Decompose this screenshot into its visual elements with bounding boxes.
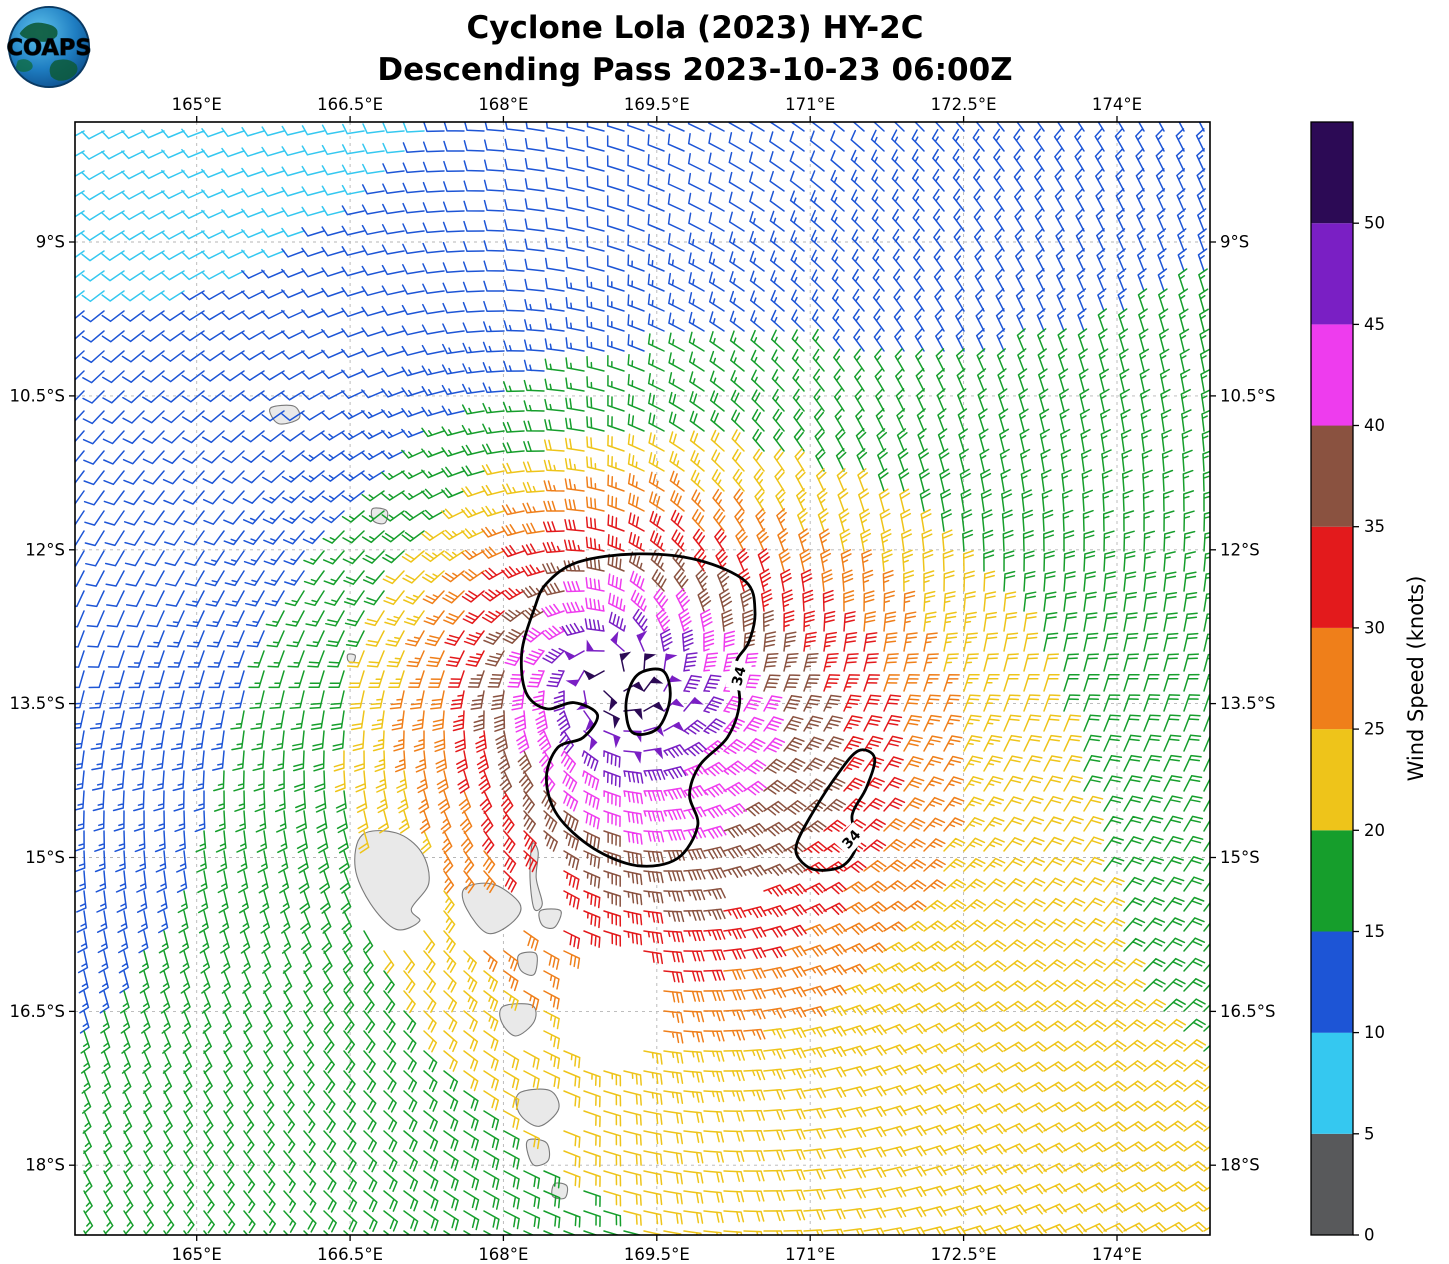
- colorbar-segment: [1311, 1133, 1353, 1235]
- contour-34kt: [794, 748, 877, 872]
- lon-tick-label-bottom: 166.5°E: [317, 1245, 383, 1264]
- lat-tick-label-left: 15°S: [25, 848, 65, 867]
- island: [551, 1182, 569, 1200]
- colorbar-segment: [1311, 122, 1353, 224]
- colorbar-segment: [1311, 1032, 1353, 1134]
- wind-barbs-speed-class: [75, 122, 425, 303]
- coaps-logo: COAPS: [6, 5, 92, 89]
- colorbar-tick-label: 30: [1364, 618, 1385, 637]
- colorbar-tick-label: 15: [1364, 922, 1385, 941]
- lon-tick-label-bottom: 172.5°E: [931, 1245, 997, 1264]
- contour-label-text: 34: [729, 664, 750, 687]
- colorbar-segment: [1311, 425, 1353, 527]
- contour-label: 34: [725, 659, 752, 693]
- contour-34kt: [624, 667, 672, 736]
- axes: 165°E 165°E 166.5°E 166.5°E 168°E 168°E 169.5°…: [10, 95, 1276, 1264]
- wind-barbs-speed-class: [588, 653, 660, 720]
- lat-tick-label-left: 9°S: [36, 233, 65, 252]
- wind-barbs-speed-class: [467, 548, 846, 923]
- lat-tick-label-right: 15°S: [1220, 848, 1260, 867]
- wind-barbs-speed-class: [80, 268, 1210, 1235]
- chart-subtitle: Descending Pass 2023-10-23 06:00Z: [377, 52, 1013, 88]
- gridlines: [75, 122, 1210, 1235]
- colorbar-segment: [1311, 729, 1353, 831]
- colorbar-segment: [1311, 830, 1353, 932]
- wind-barbs-speed-class: [389, 470, 965, 1044]
- island: [517, 951, 538, 976]
- island: [525, 1138, 551, 1167]
- island: [354, 830, 430, 931]
- island: [515, 1088, 560, 1127]
- lat-tick-label-right: 12°S: [1220, 540, 1260, 559]
- lat-tick-label-right: 10.5°S: [1220, 386, 1275, 405]
- colorbar-tick-label: 35: [1364, 517, 1385, 536]
- lon-tick-label-bottom: 168°E: [478, 1245, 528, 1264]
- wind-barbs-speed-class: [444, 509, 906, 984]
- island: [461, 882, 522, 935]
- colorbar-tick-label: 0: [1364, 1226, 1375, 1245]
- colorbar-tick-label: 5: [1364, 1124, 1375, 1143]
- colorbar: 0 5 10 15 20 25 30 35 40 45 50 Wind Speed (knots): [1310, 121, 1428, 1245]
- lon-tick-label-top: 165°E: [172, 95, 222, 114]
- colorbar-tick-label: 40: [1364, 416, 1385, 435]
- contour-34kt: [519, 552, 757, 868]
- globe-land-south: [49, 59, 78, 81]
- colorbar-tick-label: 20: [1364, 821, 1385, 840]
- land-islands: [269, 404, 569, 1200]
- contour-label-box: [725, 659, 752, 693]
- lon-tick-label-bottom: 169.5°E: [624, 1245, 690, 1264]
- globe-land-west: [15, 59, 33, 72]
- lon-tick-label-bottom: 165°E: [172, 1245, 222, 1264]
- lat-tick-label-left: 13.5°S: [10, 694, 65, 713]
- colorbar-tick-label: 10: [1364, 1023, 1385, 1042]
- contour-label-box: [834, 821, 868, 857]
- colorbar-tick-label: 50: [1364, 214, 1385, 233]
- lon-tick-label-top: 171°E: [785, 95, 835, 114]
- colorbar-segment: [1311, 223, 1353, 325]
- lat-tick-label-right: 18°S: [1220, 1156, 1260, 1175]
- colorbar-segment: [1311, 931, 1353, 1033]
- wind-barbs-speed-class: [333, 429, 1210, 1235]
- island: [269, 404, 301, 425]
- globe-land-north: [19, 22, 58, 42]
- wind-barbs-speed-class: [542, 608, 726, 788]
- lat-tick-label-left: 16.5°S: [10, 1002, 65, 1021]
- lon-tick-label-top: 168°E: [478, 95, 528, 114]
- chart-title: Cyclone Lola (2023) HY-2C: [466, 10, 924, 46]
- logo-text: COAPS: [6, 35, 91, 61]
- colorbar-segment: [1311, 627, 1353, 730]
- island: [370, 507, 389, 525]
- lon-tick-label-top: 172.5°E: [931, 95, 997, 114]
- wind-barbs-speed-class: [75, 122, 1208, 1034]
- lon-tick-label-top: 169.5°E: [624, 95, 690, 114]
- lat-tick-label-right: 16.5°S: [1220, 1002, 1275, 1021]
- lon-tick-label-bottom: 174°E: [1092, 1245, 1142, 1264]
- colorbar-segment: [1311, 526, 1353, 628]
- wind-barbs: [75, 122, 1210, 1235]
- lat-tick-label-left: 10.5°S: [10, 386, 65, 405]
- colorbar-segment: [1311, 324, 1353, 426]
- lat-tick-label-left: 12°S: [25, 540, 65, 559]
- colorbar-tick-label: 25: [1364, 720, 1385, 739]
- lon-tick-label-top: 174°E: [1092, 95, 1142, 114]
- lat-tick-label-left: 18°S: [25, 1156, 65, 1175]
- colorbar-tick-label: 45: [1364, 315, 1385, 334]
- lon-tick-label-top: 166.5°E: [317, 95, 383, 114]
- plot-frame: [74, 121, 1211, 1236]
- lon-tick-label-bottom: 171°E: [785, 1245, 835, 1264]
- lat-tick-label-right: 9°S: [1220, 233, 1249, 252]
- island: [538, 908, 562, 929]
- island: [529, 842, 543, 912]
- island: [499, 1003, 537, 1037]
- colorbar-axis-label: Wind Speed (knots): [1404, 576, 1428, 782]
- lat-tick-label-right: 13.5°S: [1220, 694, 1275, 713]
- colorbar-frame: [1310, 121, 1354, 1236]
- wind-barb-flags: [583, 651, 665, 729]
